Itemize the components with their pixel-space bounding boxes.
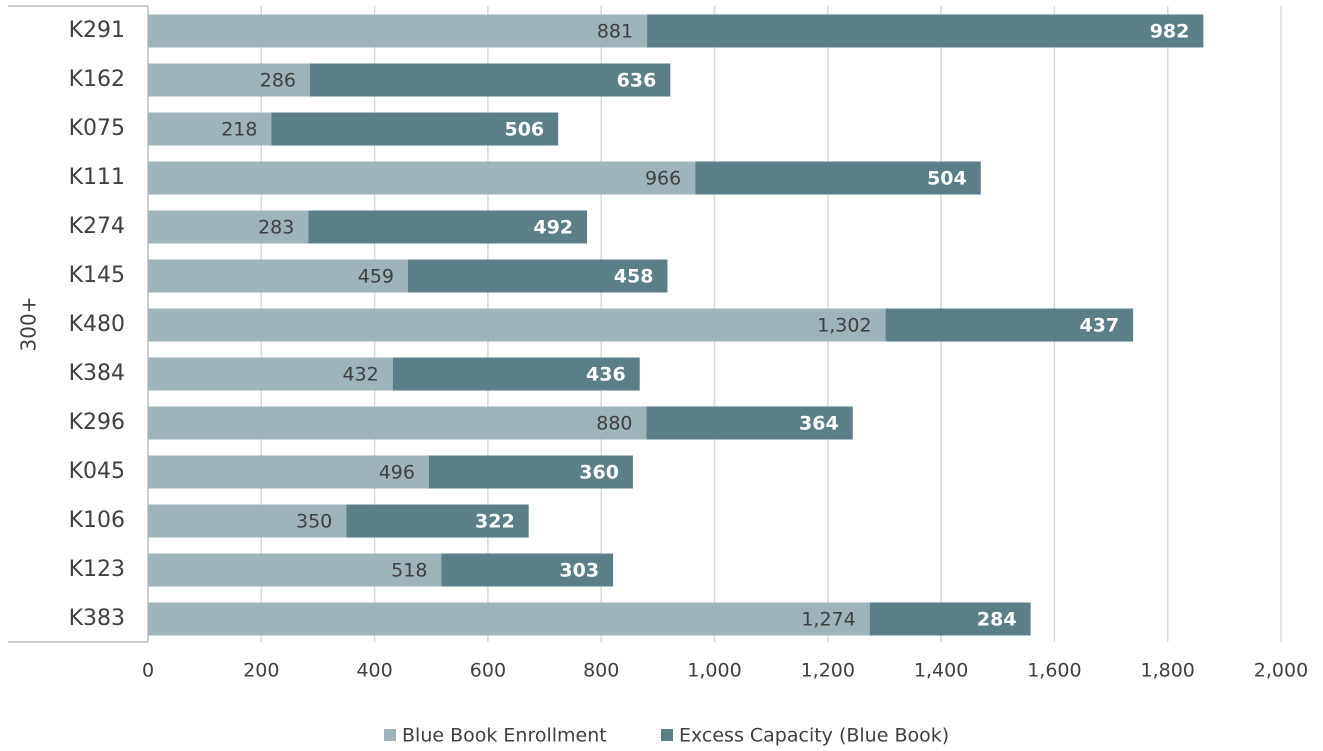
legend-label: Excess Capacity (Blue Book) bbox=[679, 725, 949, 747]
data-label: 1,302 bbox=[817, 315, 871, 337]
data-label: 881 bbox=[597, 21, 633, 43]
category-label: K075 bbox=[69, 116, 125, 141]
data-label: 506 bbox=[504, 119, 544, 141]
data-label: 492 bbox=[533, 217, 573, 239]
category-label: K291 bbox=[69, 18, 125, 43]
category-label: K123 bbox=[69, 557, 125, 582]
data-label: 432 bbox=[342, 364, 378, 386]
data-label: 518 bbox=[391, 560, 427, 582]
x-tick-label: 1,600 bbox=[1027, 660, 1081, 682]
x-tick-label: 0 bbox=[142, 660, 154, 682]
x-tick-label: 800 bbox=[583, 660, 619, 682]
x-tick-label: 1,800 bbox=[1140, 660, 1194, 682]
legend-swatch bbox=[661, 729, 673, 741]
data-label: 880 bbox=[596, 413, 632, 435]
group-label: 300+ bbox=[17, 297, 41, 352]
data-label: 504 bbox=[927, 168, 967, 190]
x-tick-label: 200 bbox=[243, 660, 279, 682]
x-tick-label: 400 bbox=[356, 660, 392, 682]
bar-segment-excess-capacity bbox=[647, 15, 1203, 48]
category-label: K111 bbox=[69, 165, 125, 190]
category-label: K162 bbox=[69, 67, 125, 92]
category-label: K296 bbox=[69, 410, 125, 435]
legend-swatch bbox=[384, 729, 396, 741]
data-label: 350 bbox=[296, 511, 332, 533]
data-label: 286 bbox=[260, 70, 296, 92]
category-label: K480 bbox=[69, 312, 125, 337]
category-label: K145 bbox=[69, 263, 125, 288]
bar-segment-enrollment bbox=[148, 15, 647, 48]
x-tick-labels: 0 200 400 600 800 1,000 1,200 1,400 1,600 1,800 2,… bbox=[142, 660, 1308, 682]
data-label: 459 bbox=[358, 266, 394, 288]
x-tick-label: 1,400 bbox=[914, 660, 968, 682]
x-tick-label: 2,000 bbox=[1254, 660, 1308, 682]
data-label: 283 bbox=[258, 217, 294, 239]
category-label: K274 bbox=[69, 214, 125, 239]
x-tick-label: 600 bbox=[470, 660, 506, 682]
data-label: 360 bbox=[579, 462, 619, 484]
data-label: 364 bbox=[799, 413, 839, 435]
x-tick-label: 1,200 bbox=[801, 660, 855, 682]
category-label: K384 bbox=[69, 361, 125, 386]
data-label: 322 bbox=[475, 511, 515, 533]
data-label: 303 bbox=[559, 560, 599, 582]
category-labels: K291 K162 K075 K111 K274 K145 K480 K384 K296 K045… bbox=[69, 18, 125, 631]
x-tick-label: 1,000 bbox=[687, 660, 741, 682]
bar-segment-enrollment bbox=[148, 603, 870, 636]
data-label: 1,274 bbox=[801, 609, 855, 631]
data-label: 496 bbox=[379, 462, 415, 484]
legend-label: Blue Book Enrollment bbox=[402, 725, 607, 747]
bar-segment-enrollment bbox=[148, 162, 695, 195]
data-label: 636 bbox=[617, 70, 657, 92]
data-label: 437 bbox=[1079, 315, 1119, 337]
data-label: 218 bbox=[221, 119, 257, 141]
data-label: 966 bbox=[645, 168, 681, 190]
data-label: 982 bbox=[1150, 21, 1190, 43]
category-label: K106 bbox=[69, 508, 125, 533]
data-label: 284 bbox=[977, 609, 1017, 631]
data-label: 458 bbox=[614, 266, 654, 288]
legend: Blue Book Enrollment Excess Capacity (Blu… bbox=[384, 725, 949, 747]
data-label: 436 bbox=[586, 364, 626, 386]
bar-segment-enrollment bbox=[148, 309, 886, 342]
bar-segment-enrollment bbox=[148, 407, 647, 440]
category-label: K045 bbox=[69, 459, 125, 484]
bars: 881 982 286 636 218 506 966 504 283 492 459 458 1,30… bbox=[148, 15, 1203, 636]
category-label: K383 bbox=[69, 606, 125, 631]
